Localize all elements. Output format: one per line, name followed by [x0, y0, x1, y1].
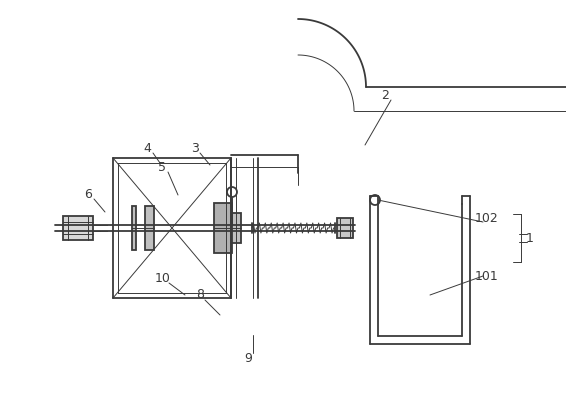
Text: 4: 4	[143, 141, 151, 155]
Text: 9: 9	[244, 352, 252, 364]
Bar	[132, 206, 136, 250]
Text: 1: 1	[526, 231, 534, 244]
Text: 6: 6	[84, 188, 92, 201]
Text: 8: 8	[196, 289, 204, 301]
Bar	[145, 206, 154, 250]
Text: 3: 3	[191, 141, 199, 155]
Text: 10: 10	[155, 271, 171, 284]
Text: 5: 5	[158, 161, 166, 173]
Text: 2: 2	[381, 88, 389, 101]
Text: 102: 102	[475, 211, 499, 224]
Bar	[337, 218, 353, 238]
Bar	[214, 203, 232, 253]
Text: 101: 101	[475, 269, 499, 282]
Bar	[232, 213, 241, 243]
Bar	[63, 216, 93, 240]
